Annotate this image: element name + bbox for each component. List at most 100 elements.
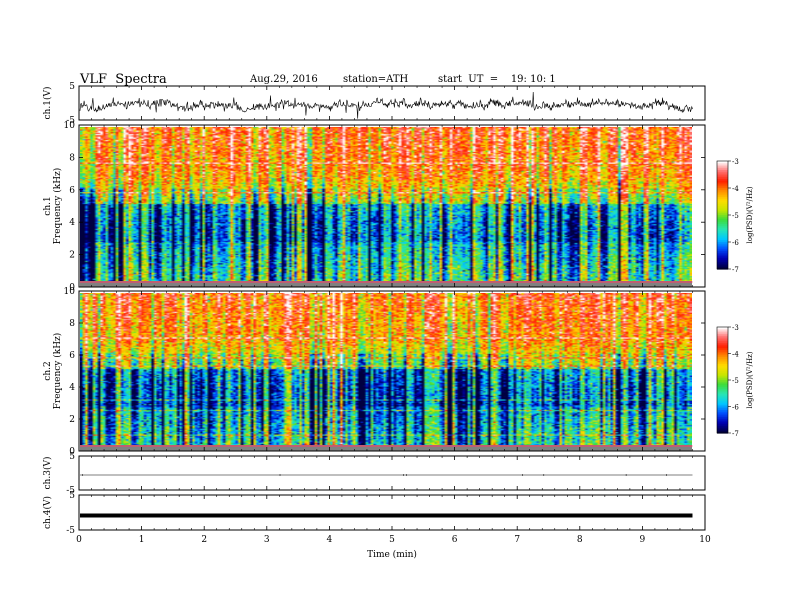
colorbar-cell [717, 422, 728, 425]
x-tick-label: 9 [640, 535, 646, 545]
colorbar-cell [717, 263, 728, 266]
colorbar-cell [717, 349, 728, 353]
spectrogram-image [80, 293, 692, 445]
colorbar-cell [717, 339, 728, 342]
colorbar-cell [717, 371, 728, 374]
panel-frame [78, 455, 706, 491]
colorbar-cell [717, 227, 728, 230]
colorbar-cell [717, 222, 728, 225]
colorbar-cell [717, 362, 728, 365]
colorbar-cell [717, 335, 728, 339]
colorbar-cell [717, 245, 728, 248]
colorbar-cell [717, 372, 728, 376]
chart-title: VLF Spectra [80, 72, 167, 87]
colorbar-cell [717, 173, 728, 176]
colorbar-tick-label: -5 [732, 212, 739, 220]
y-tick-label: 8 [69, 319, 75, 329]
colorbar-cell [717, 365, 728, 369]
colorbar-cell [717, 431, 728, 434]
colorbar-cell [717, 383, 728, 386]
colorbar-cell [717, 381, 728, 385]
colorbar-cell [717, 164, 728, 167]
panel-frame [78, 494, 706, 531]
colorbar-cell [717, 369, 728, 372]
colorbar-cell [717, 252, 728, 256]
colorbar-cell [717, 427, 728, 431]
colorbar-tick-label: -3 [732, 324, 739, 332]
colorbar-cell [717, 376, 728, 379]
colorbar-cell [717, 342, 728, 346]
colorbar-tick-label: -4 [732, 351, 739, 359]
colorbar-label: log(PSD)(V²/Hz) [746, 186, 754, 243]
colorbar-cell [717, 418, 728, 422]
colorbar-cell [717, 168, 728, 171]
date-label: Aug.29, 2016 [250, 74, 318, 85]
colorbar-cell [717, 337, 728, 340]
colorbar-cell [717, 261, 728, 265]
colorbar-cell [717, 247, 728, 250]
x-tick-label: 10 [699, 535, 711, 545]
colorbar-cell [717, 184, 728, 187]
x-tick-label: 1 [139, 535, 145, 545]
colorbar-cell [717, 188, 728, 191]
colorbar-cell [717, 397, 728, 401]
colorbar-cell [717, 374, 728, 378]
colorbar-cell [717, 233, 728, 236]
y-tick-label: 0 [69, 447, 75, 457]
colorbar-cell [717, 225, 728, 229]
colorbar-cell [717, 166, 728, 169]
voltage-axis-label: ch.1(V) [42, 87, 53, 120]
x-tick-label: 3 [264, 535, 270, 545]
colorbar-cell [717, 351, 728, 355]
colorbar-cell [717, 404, 728, 408]
y-tick-label: 5 [69, 452, 75, 462]
y-tick-label: 10 [64, 287, 76, 297]
colorbar-label: log(PSD)(V²/Hz) [746, 351, 754, 408]
waveform-trace [79, 91, 693, 119]
colorbar-cell [717, 267, 728, 270]
colorbar-cell [717, 251, 728, 254]
colorbar-cell [717, 346, 728, 349]
spectrogram-image [80, 127, 692, 281]
colorbar-tick-label: -5 [732, 377, 739, 385]
x-tick-label: 4 [327, 535, 333, 545]
colorbar-cell [717, 387, 728, 390]
colorbar-cell [717, 213, 728, 216]
frequency-axis-label: ch.2 [43, 361, 53, 380]
colorbar-cell [717, 360, 728, 363]
colorbar-cell [717, 177, 728, 180]
colorbar-cell [717, 220, 728, 223]
colorbar-cell [717, 224, 728, 227]
colorbar-cell [717, 204, 728, 207]
colorbar-cell [717, 353, 728, 356]
y-tick-label: 2 [69, 251, 75, 261]
colorbar-cell [717, 202, 728, 205]
y-tick-label: 5 [69, 491, 75, 501]
frequency-axis-label: Frequency (kHz) [52, 168, 63, 245]
colorbar-cell [717, 198, 728, 202]
colorbar-tick-label: -4 [732, 185, 739, 193]
colorbar-cell [717, 328, 728, 332]
colorbar-tick-label: -7 [732, 266, 739, 274]
colorbar-cell [717, 367, 728, 370]
colorbar-cell [717, 179, 728, 182]
x-tick-label: 6 [452, 535, 458, 545]
colorbar-cell [717, 180, 728, 184]
colorbar-cell [717, 170, 728, 173]
colorbar-cell [717, 402, 728, 406]
colorbar-cell [717, 406, 728, 409]
colorbar-cell [717, 408, 728, 411]
colorbar-cell [717, 380, 728, 383]
colorbar-cell [717, 327, 728, 330]
x-tick-label: 7 [514, 535, 520, 545]
x-axis-label: Time (min) [367, 549, 417, 560]
colorbar-cell [717, 211, 728, 214]
colorbar-cell [717, 238, 728, 241]
y-tick-label: -5 [66, 486, 75, 496]
voltage-axis-label: ch.4(V) [42, 496, 53, 529]
colorbar-cell [717, 162, 728, 166]
colorbar-cell [717, 429, 728, 432]
colorbar-cell [717, 236, 728, 239]
colorbar-cell [717, 175, 728, 178]
colorbar-cell [717, 424, 728, 427]
